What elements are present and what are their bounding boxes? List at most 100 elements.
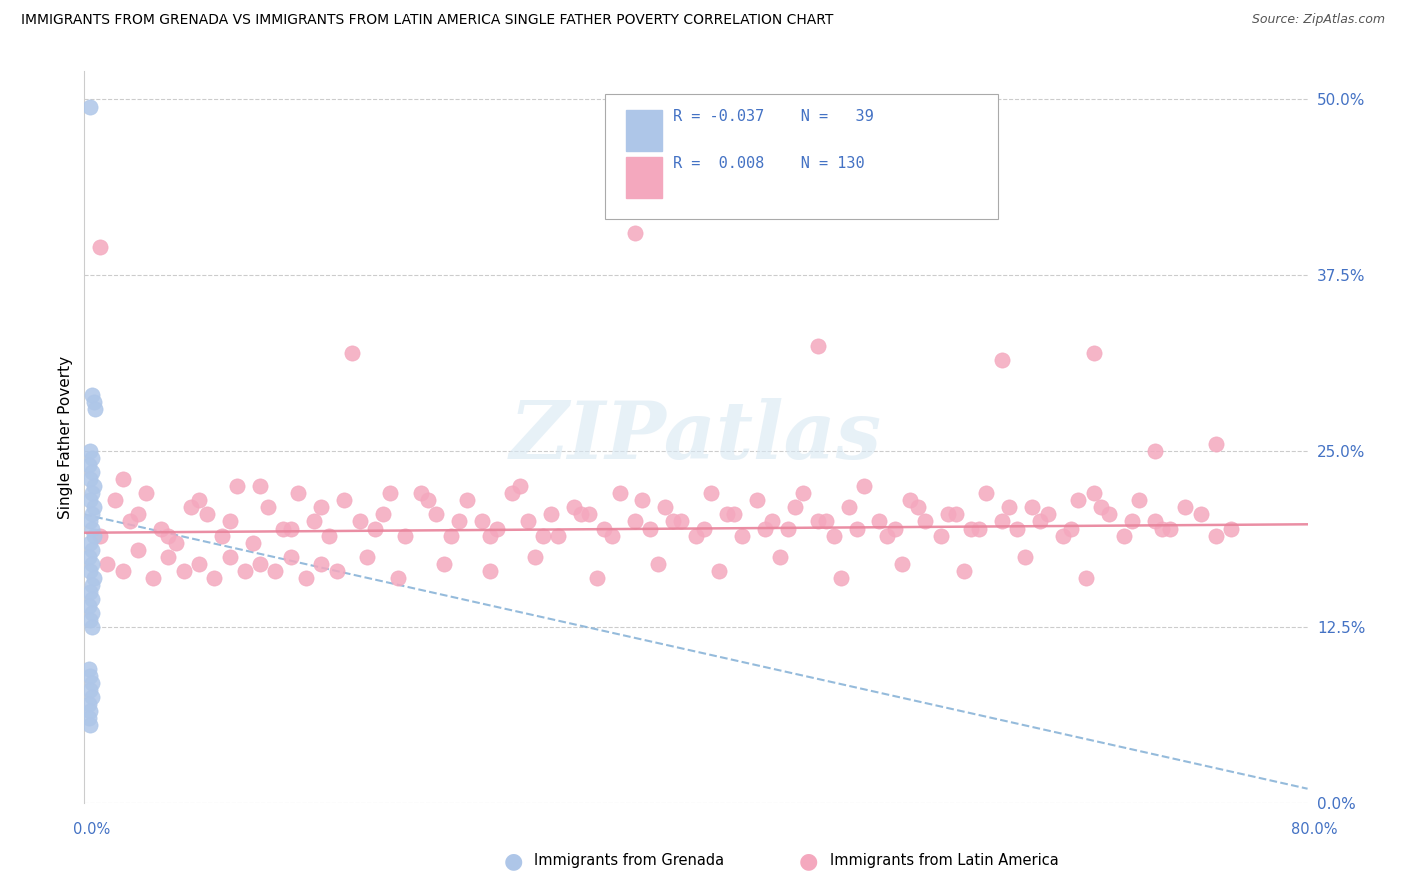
Point: [280, 521, 302, 535]
Point: [1114, 528, 1136, 542]
Point: [669, 515, 692, 529]
Point: [562, 500, 585, 515]
Point: [960, 521, 983, 535]
Point: [80, 451, 103, 466]
Point: [83, 479, 105, 493]
Point: [883, 521, 905, 535]
Point: [1059, 521, 1081, 535]
Point: [685, 528, 707, 542]
Point: [440, 528, 463, 542]
Point: [754, 521, 776, 535]
Point: [647, 557, 669, 571]
Point: [692, 521, 714, 535]
Point: [471, 515, 494, 529]
Point: [433, 557, 456, 571]
Point: [79, 99, 101, 113]
Point: [1029, 515, 1052, 529]
Point: [195, 508, 218, 522]
Point: [80, 591, 103, 606]
Point: [157, 549, 180, 564]
Point: [418, 493, 440, 508]
Point: [287, 486, 309, 500]
Point: [157, 528, 180, 542]
Point: [700, 486, 723, 500]
Point: [600, 528, 623, 542]
Point: [333, 493, 356, 508]
Text: Immigrants from Grenada: Immigrants from Grenada: [534, 854, 724, 868]
Point: [318, 528, 340, 542]
Point: [1090, 500, 1112, 515]
Point: [257, 500, 280, 515]
Point: [1143, 444, 1166, 458]
Point: [609, 486, 631, 500]
Text: R = -0.037    N =   39: R = -0.037 N = 39: [673, 109, 875, 124]
Point: [111, 564, 134, 578]
Point: [707, 564, 730, 578]
Point: [502, 486, 524, 500]
Point: [991, 352, 1014, 367]
Point: [80, 521, 103, 535]
Text: ●: ●: [503, 851, 523, 871]
Text: ZIPatlas: ZIPatlas: [510, 399, 882, 475]
Point: [311, 500, 333, 515]
Point: [531, 528, 554, 542]
Point: [80, 606, 103, 620]
Point: [218, 515, 240, 529]
Point: [104, 493, 127, 508]
Point: [1159, 521, 1181, 535]
Point: [394, 528, 416, 542]
Point: [80, 508, 103, 522]
Point: [79, 705, 101, 719]
Point: [233, 564, 256, 578]
Point: [165, 535, 187, 549]
Point: [976, 486, 998, 500]
Point: [211, 528, 233, 542]
Point: [1143, 515, 1166, 529]
Point: [79, 535, 101, 549]
Point: [371, 508, 394, 522]
Point: [731, 528, 754, 542]
Text: Immigrants from Latin America: Immigrants from Latin America: [830, 854, 1059, 868]
Point: [79, 718, 101, 732]
Point: [83, 528, 105, 542]
Point: [77, 549, 100, 564]
Point: [356, 549, 378, 564]
Point: [79, 444, 101, 458]
Text: ●: ●: [799, 851, 818, 871]
Point: [853, 479, 876, 493]
Point: [111, 472, 134, 486]
Point: [77, 458, 100, 473]
Point: [295, 571, 318, 585]
Point: [127, 508, 149, 522]
Point: [936, 508, 959, 522]
Point: [898, 493, 921, 508]
Point: [80, 465, 103, 479]
Point: [83, 395, 105, 409]
Point: [226, 479, 249, 493]
Point: [776, 521, 799, 535]
Point: [991, 515, 1014, 529]
Point: [79, 564, 101, 578]
Point: [79, 584, 101, 599]
Point: [80, 486, 103, 500]
Point: [792, 486, 814, 500]
Point: [716, 508, 738, 522]
Point: [79, 683, 101, 698]
Point: [823, 528, 845, 542]
Text: 80.0%: 80.0%: [1291, 822, 1339, 837]
Point: [593, 521, 616, 535]
Point: [1021, 500, 1043, 515]
Point: [945, 508, 967, 522]
Point: [79, 493, 101, 508]
Point: [540, 508, 562, 522]
Point: [364, 521, 387, 535]
Point: [524, 549, 547, 564]
Point: [585, 571, 607, 585]
Text: IMMIGRANTS FROM GRENADA VS IMMIGRANTS FROM LATIN AMERICA SINGLE FATHER POVERTY C: IMMIGRANTS FROM GRENADA VS IMMIGRANTS FR…: [21, 13, 834, 28]
Point: [998, 500, 1021, 515]
Point: [624, 515, 647, 529]
Point: [218, 549, 240, 564]
Point: [311, 557, 333, 571]
Point: [747, 493, 769, 508]
Point: [80, 557, 103, 571]
